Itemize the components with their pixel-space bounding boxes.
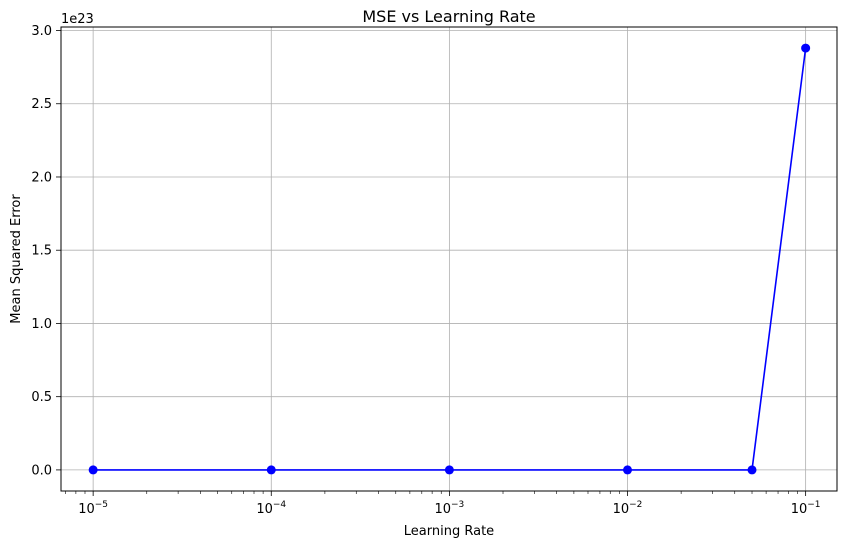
y-offset-label: 1e23 <box>61 12 94 27</box>
y-axis-label: Mean Squared Error <box>9 194 24 324</box>
data-point-marker <box>747 465 757 475</box>
x-tick-label-base: 10 <box>613 502 630 517</box>
chart-title: MSE vs Learning Rate <box>362 7 535 26</box>
x-tick-label-exponent: −4 <box>273 500 287 510</box>
axis-ticks: 10−5 10−4 10−3 10−2 10−10.00.51.01.52.02.53.… <box>31 24 820 517</box>
x-tick-label: 10−2 <box>613 500 643 517</box>
x-tick-label-base: 10 <box>791 502 808 517</box>
x-tick-label-base: 10 <box>434 502 451 517</box>
series-layer <box>88 43 811 475</box>
y-tick-label: 1.5 <box>31 244 52 259</box>
y-tick-label: 0.5 <box>31 390 52 405</box>
data-point-marker <box>801 43 811 53</box>
x-tick-label-exponent: −1 <box>807 500 820 510</box>
data-point-marker <box>623 465 633 475</box>
x-tick-label: 10−1 <box>791 500 821 517</box>
x-tick-label: 10−3 <box>434 500 464 517</box>
y-tick-label: 2.5 <box>31 97 52 112</box>
x-axis-label: Learning Rate <box>404 524 494 539</box>
data-point-marker <box>266 465 276 475</box>
x-tick-label-exponent: −5 <box>95 500 108 510</box>
x-tick-label-exponent: −2 <box>629 500 642 510</box>
x-tick-label: 10−5 <box>78 500 108 517</box>
series-line <box>93 47 807 471</box>
data-point-marker <box>88 465 98 475</box>
data-point-marker <box>444 465 454 475</box>
x-tick-label-base: 10 <box>256 502 273 517</box>
y-tick-label: 2.0 <box>31 170 52 185</box>
y-tick-label: 1.0 <box>31 317 52 332</box>
y-tick-label: 0.0 <box>31 463 52 478</box>
x-tick-label-exponent: −3 <box>451 500 464 510</box>
x-tick-label-base: 10 <box>78 502 95 517</box>
y-tick-label: 3.0 <box>31 24 52 39</box>
x-tick-label: 10−4 <box>256 500 286 517</box>
